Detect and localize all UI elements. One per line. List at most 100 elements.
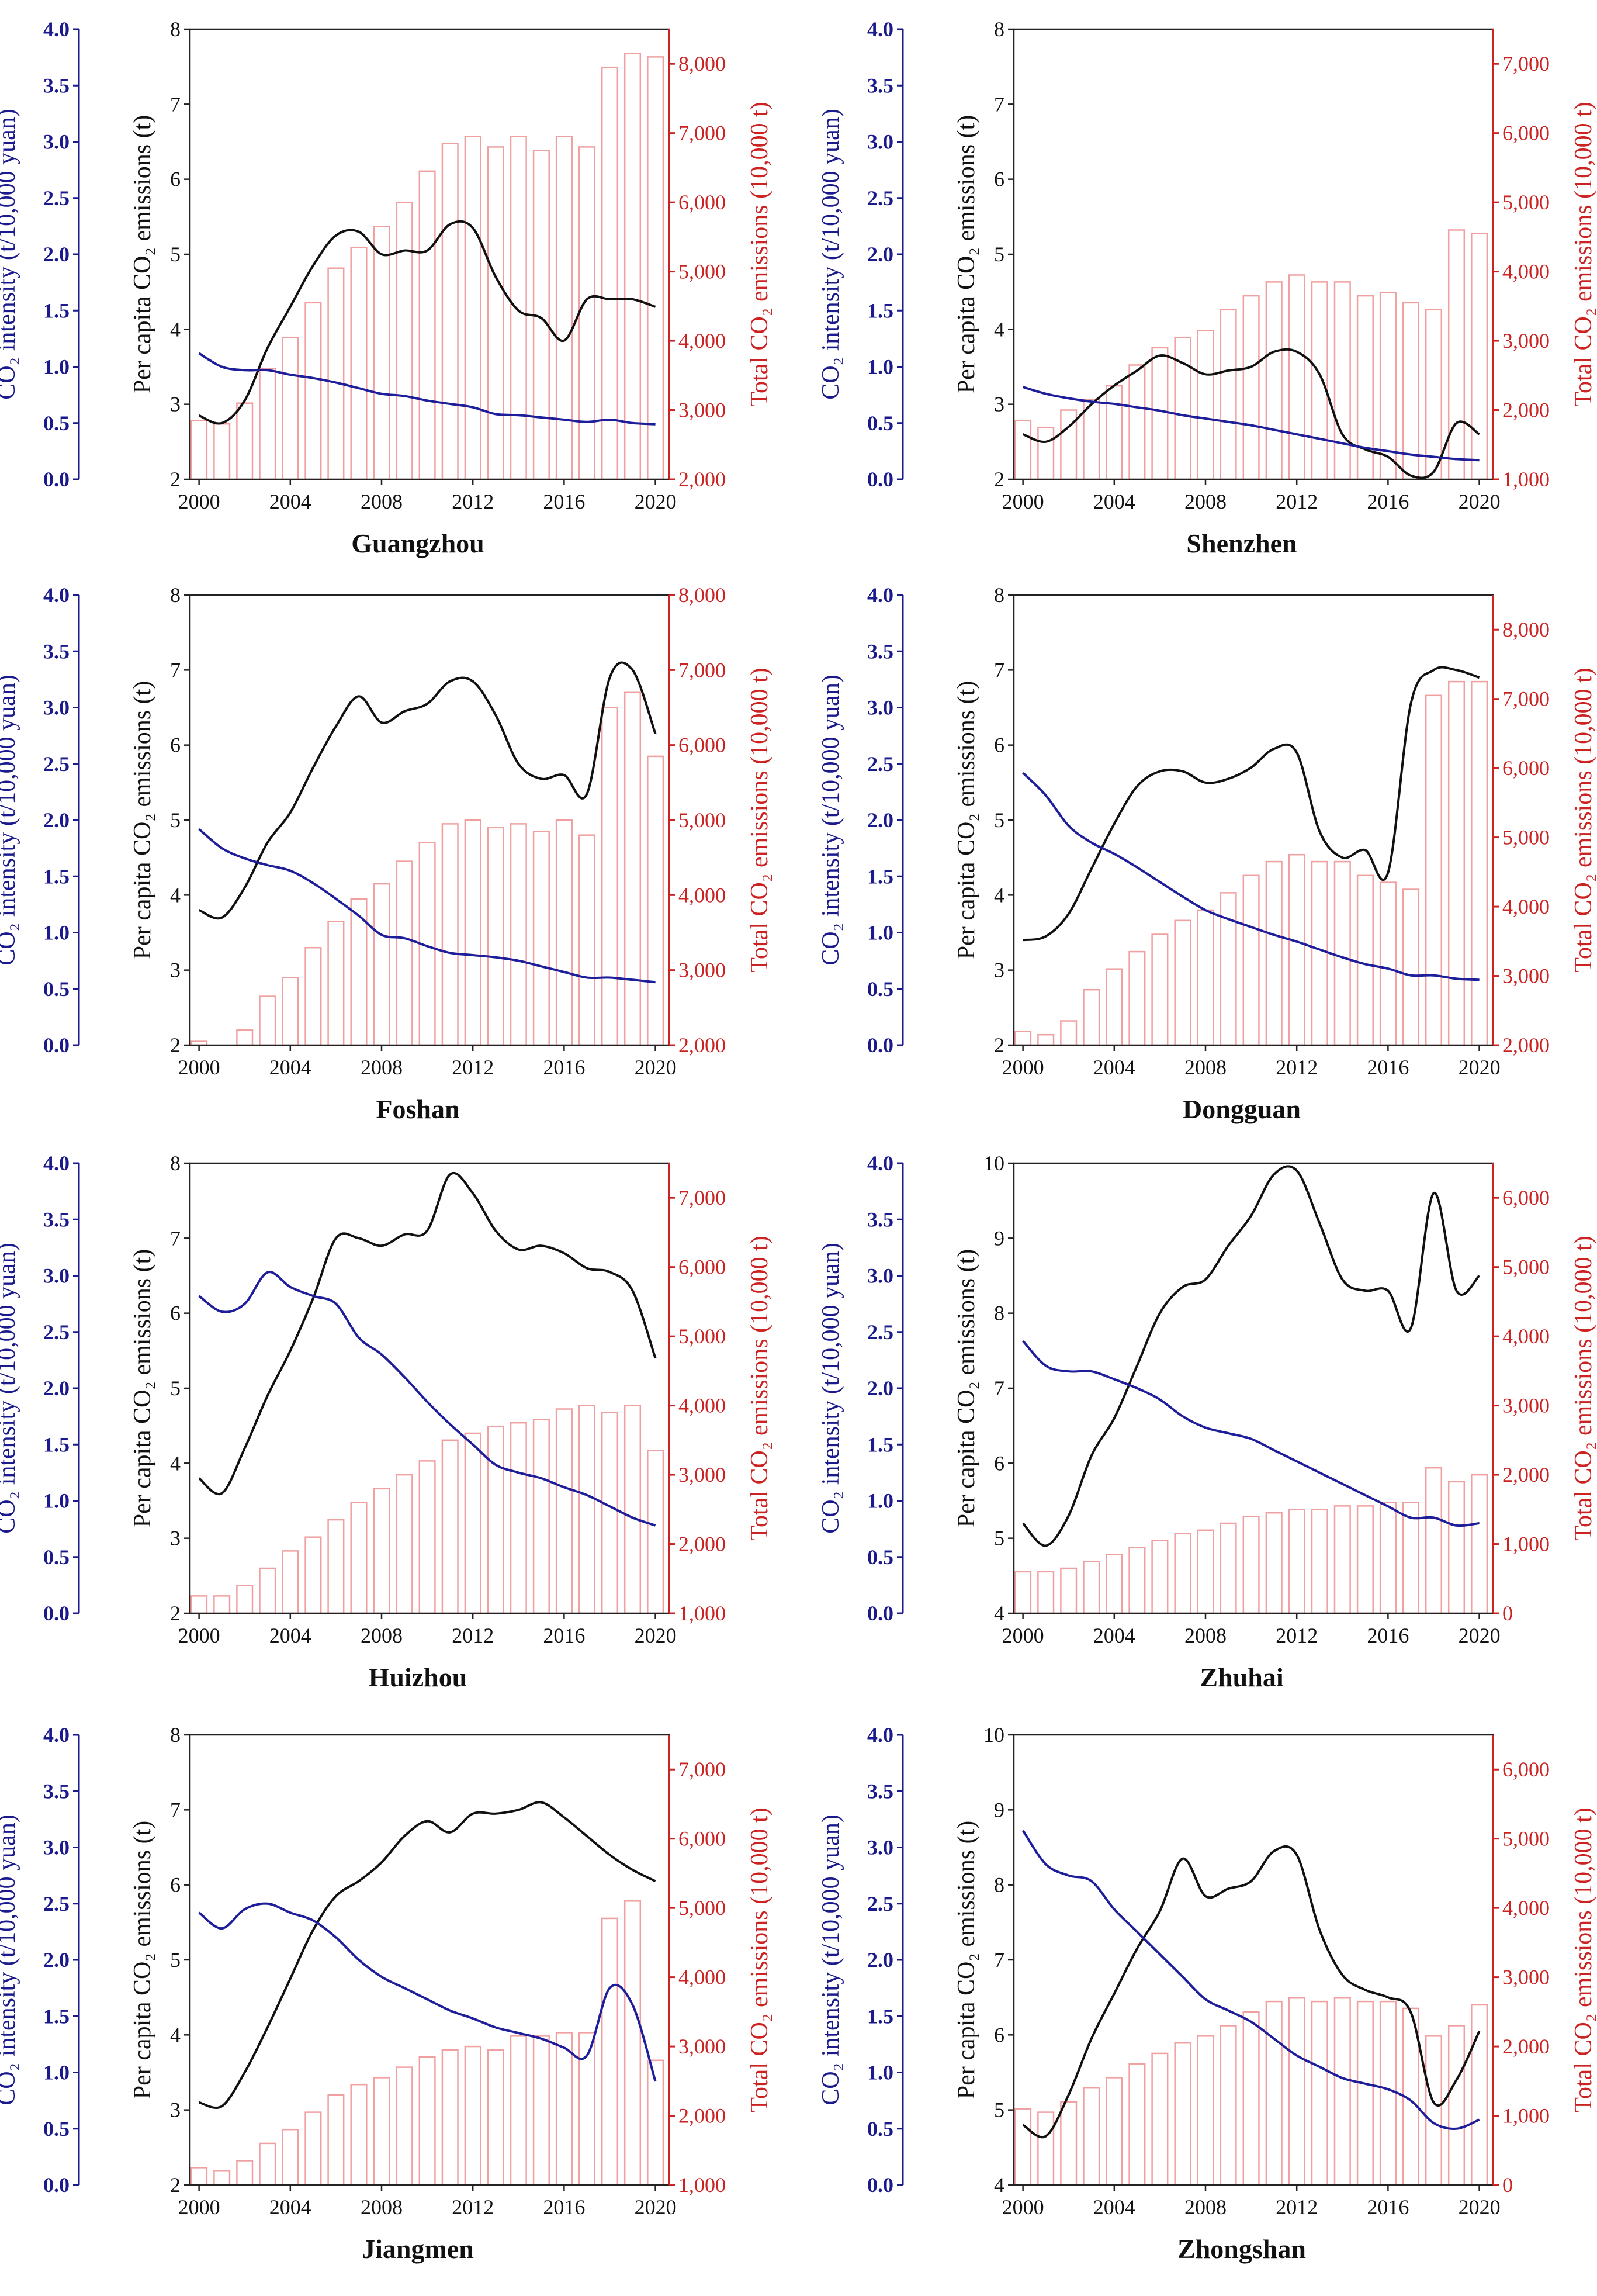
x-tick-label: 2016: [1367, 1056, 1409, 1079]
per-capita-tick-label: 8: [994, 1302, 1004, 1325]
intensity-tick-label: 2.0: [43, 243, 70, 266]
total-emissions-bar: [396, 2066, 413, 2186]
total-emissions-bar: [487, 2049, 504, 2186]
total-tick-label: 7,000: [678, 122, 726, 145]
intensity-tick-label: 0.0: [43, 2173, 70, 2197]
total-emissions-bar: [1425, 1467, 1443, 1614]
total-emissions-bar: [578, 834, 596, 1046]
total-emissions-bar: [578, 146, 596, 480]
total-emissions-bar: [1447, 229, 1466, 480]
intensity-tick-label: 2.5: [867, 752, 893, 776]
total-emissions-bar: [190, 420, 208, 480]
total-emissions-bar: [350, 1502, 368, 1614]
total-tick-label: 1,000: [678, 1602, 726, 1625]
city-title: Dongguan: [1183, 1094, 1301, 1124]
x-tick-label: 2004: [269, 490, 311, 513]
total-tick-label: 6,000: [678, 191, 726, 214]
total-emissions-bar: [1288, 853, 1305, 1046]
total-axis-title: Total CO₂ emissions (10,000 t): [746, 1807, 773, 2112]
total-emissions-bar: [418, 2056, 436, 2186]
intensity-tick-label: 2.5: [43, 186, 70, 210]
x-tick-label: 2000: [1002, 2195, 1044, 2219]
total-emissions-bar: [1197, 909, 1214, 1046]
total-emissions-bar: [1242, 1515, 1260, 1614]
total-emissions-bar: [1014, 1571, 1032, 1614]
total-tick-label: 2,000: [1502, 1033, 1550, 1057]
total-emissions-bar: [396, 860, 413, 1046]
total-emissions-bar: [259, 995, 276, 1046]
per-capita-tick-label: 6: [994, 1451, 1004, 1475]
panel-zhuhai: 0.0 0.5 1.0 1.5 2.0 2.5 3.0 3.5 4.0 4 5 6 7 8 9 10 0 1,00…: [817, 1152, 1597, 1692]
total-tick-label: 4,000: [678, 1394, 726, 1417]
intensity-tick-label: 1.0: [867, 2061, 893, 2084]
x-tick-label: 2012: [452, 1624, 494, 1647]
x-tick-label: 2012: [452, 490, 494, 513]
per-capita-tick-label: 5: [994, 808, 1004, 832]
total-axis-title: Total CO₂ emissions (10,000 t): [1570, 102, 1597, 407]
per-capita-tick-label: 10: [983, 1723, 1004, 1747]
x-tick-label: 2004: [269, 2195, 311, 2219]
intensity-tick-label: 4.0: [43, 1723, 70, 1747]
total-emissions-bar: [1197, 1529, 1214, 1614]
intensity-tick-label: 1.5: [867, 865, 893, 888]
total-emissions-bar: [623, 53, 642, 480]
x-tick-label: 2000: [178, 1624, 220, 1647]
intensity-tick-label: 2.0: [867, 808, 893, 832]
x-tick-label: 2020: [635, 1056, 677, 1079]
per-capita-tick-label: 6: [994, 168, 1004, 191]
intensity-tick-label: 2.0: [43, 808, 70, 832]
total-emissions-bar: [236, 402, 254, 480]
total-emissions-bar: [647, 56, 664, 480]
total-tick-label: 4,000: [678, 329, 726, 352]
total-tick-label: 1,000: [1502, 2104, 1550, 2128]
intensity-line: [1022, 772, 1480, 981]
per-capita-tick-label: 6: [994, 734, 1004, 757]
panel-huizhou: 0.00.51.01.52.02.53.03.54.023456781,0002…: [0, 1152, 773, 1692]
per-capita-line: [1022, 1845, 1481, 2139]
per-capita-axis-title: Per capita CO₂ emissions (t): [953, 1249, 980, 1528]
total-emissions-bar: [441, 2049, 459, 2186]
total-emissions-bar: [1425, 694, 1443, 1046]
x-tick-label: 2000: [1002, 490, 1044, 513]
city-title: Zhongshan: [1177, 2234, 1306, 2264]
total-emissions-bar: [1060, 1567, 1078, 1614]
x-tick-label: 2000: [178, 2195, 220, 2219]
x-tick-label: 2008: [1184, 1624, 1227, 1647]
per-capita-axis-title: Per capita CO₂ emissions (t): [953, 1821, 980, 2100]
intensity-tick-label: 0.5: [43, 977, 70, 1001]
intensity-tick-label: 1.0: [43, 921, 70, 945]
intensity-tick-label: 3.0: [43, 130, 70, 154]
total-tick-label: 3,000: [1502, 964, 1550, 988]
intensity-tick-label: 2.0: [867, 1377, 893, 1400]
total-tick-label: 7,000: [678, 1758, 726, 1781]
per-capita-tick-label: 9: [994, 1798, 1004, 1821]
total-emissions-bar: [1128, 364, 1146, 480]
total-emissions-bar: [282, 977, 299, 1046]
total-emissions-bar: [1471, 2004, 1488, 2186]
total-emissions-bar: [601, 707, 619, 1046]
intensity-tick-label: 0.0: [867, 1602, 893, 1625]
x-tick-label: 2004: [1093, 1624, 1135, 1647]
city-title: Shenzhen: [1186, 528, 1297, 558]
per-capita-tick-label: 7: [994, 658, 1004, 682]
intensity-tick-label: 2.5: [43, 752, 70, 776]
intensity-tick-label: 4.0: [43, 583, 70, 607]
total-emissions-bar: [304, 946, 322, 1046]
total-emissions-bar: [1379, 881, 1397, 1046]
x-tick-label: 2020: [1459, 490, 1501, 513]
total-emissions-bar: [1060, 1020, 1078, 1046]
total-tick-label: 3,000: [678, 1463, 726, 1486]
intensity-tick-label: 3.0: [867, 1836, 893, 1859]
per-capita-tick-label: 6: [994, 2023, 1004, 2046]
per-capita-tick-label: 9: [994, 1226, 1004, 1250]
per-capita-line: [198, 661, 657, 920]
x-tick-label: 2008: [361, 2195, 403, 2219]
per-capita-axis-title: Per capita CO₂ emissions (t): [129, 115, 156, 394]
intensity-tick-label: 3.5: [867, 1779, 893, 1803]
total-tick-label: 6,000: [1502, 1186, 1550, 1209]
total-emissions-bar: [1037, 1571, 1055, 1614]
total-emissions-bar: [601, 1917, 619, 2186]
intensity-tick-label: 3.5: [43, 639, 70, 663]
panel-dongguan: 0.0 0.5 1.0 1.5 2.0 2.5 3.0 3.5 4.0 2 3 4 5 6 7 8 2,000 3…: [817, 583, 1597, 1124]
